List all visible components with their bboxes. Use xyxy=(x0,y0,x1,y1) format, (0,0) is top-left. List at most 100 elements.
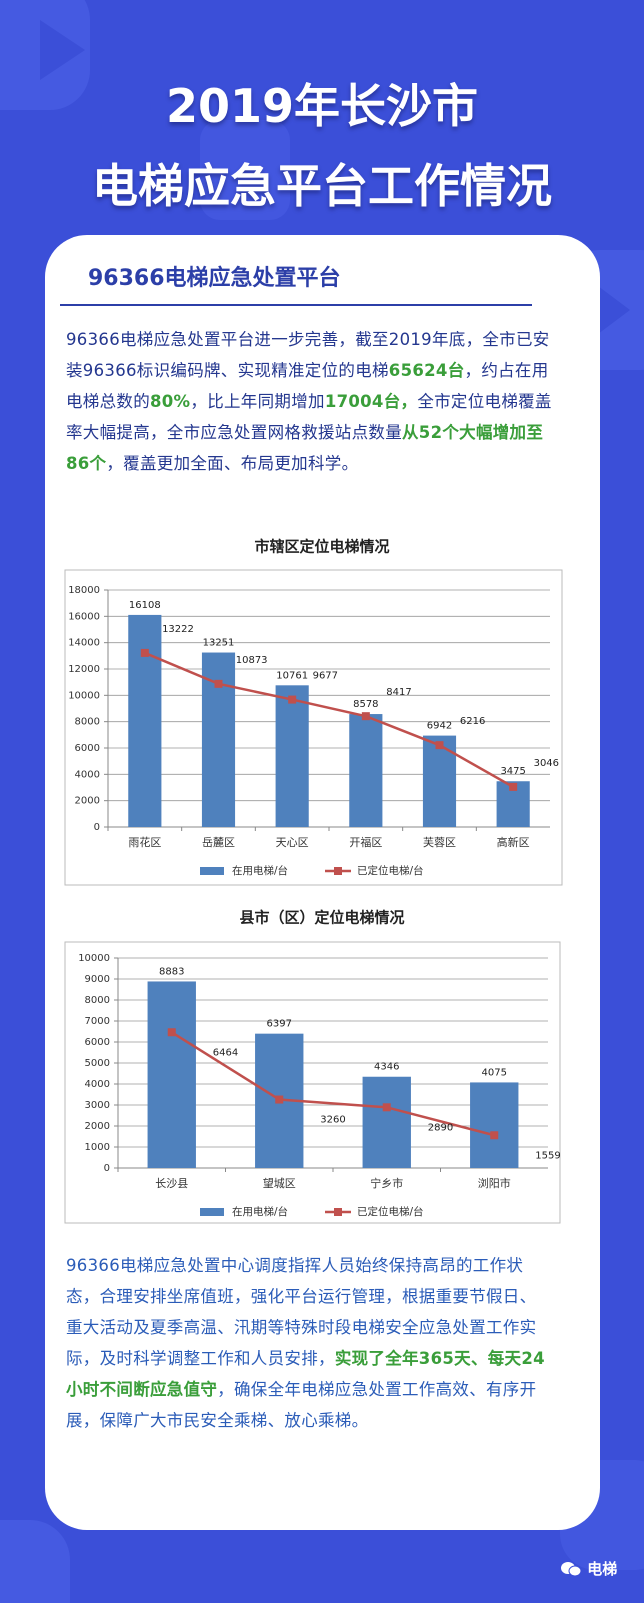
legend-label: 在用电梯/台 xyxy=(232,864,288,877)
y-tick-label: 18000 xyxy=(68,585,100,596)
data-label: 8417 xyxy=(386,687,411,698)
title-line: 2019年长沙市 xyxy=(165,79,479,133)
x-tick-label: 芙蓉区 xyxy=(423,835,456,849)
data-label: 3260 xyxy=(320,1115,345,1126)
y-tick-label: 9000 xyxy=(85,974,110,985)
legend-swatch xyxy=(200,1208,224,1216)
y-tick-label: 12000 xyxy=(68,664,100,675)
line-marker xyxy=(382,1103,391,1112)
data-label: 6942 xyxy=(427,721,452,732)
data-label: 9677 xyxy=(313,671,338,682)
x-tick-label: 开福区 xyxy=(349,835,382,849)
data-label: 10761 xyxy=(276,670,308,681)
y-tick-label: 1000 xyxy=(85,1142,110,1153)
data-label: 6397 xyxy=(267,1019,292,1030)
x-tick-label: 雨花区 xyxy=(128,836,161,849)
data-label: 13251 xyxy=(203,638,235,649)
y-tick-label: 4000 xyxy=(75,769,100,780)
bar xyxy=(470,1082,519,1168)
y-tick-label: 4000 xyxy=(85,1079,110,1090)
section-rule xyxy=(60,304,532,306)
chart-title: 县市（区）定位电梯情况 xyxy=(239,909,404,927)
line xyxy=(144,651,514,788)
bar xyxy=(422,735,457,827)
data-label: 4075 xyxy=(482,1067,507,1078)
line xyxy=(171,1031,495,1137)
data-label: 6216 xyxy=(460,716,485,727)
data-label: 10873 xyxy=(236,655,268,666)
y-tick-label: 2000 xyxy=(85,1121,110,1132)
highlight-text: 从52个大幅增加至86个 xyxy=(66,423,544,473)
chart-title: 市辖区定位电梯情况 xyxy=(254,538,389,556)
y-tick-label: 10000 xyxy=(78,953,110,964)
legend-label: 在用电梯/台 xyxy=(232,1205,288,1218)
y-tick-label: 3000 xyxy=(85,1100,110,1111)
bar xyxy=(275,685,309,827)
line-marker xyxy=(435,741,444,750)
data-label: 13222 xyxy=(162,624,194,635)
y-tick-label: 8000 xyxy=(75,717,100,728)
paragraph-text: 96366电梯应急处置中心调度指挥人员始终保持高昂的工作状态，合理安排坐席值班，… xyxy=(66,1256,537,1368)
paragraph: 96366电梯应急处置中心调度指挥人员始终保持高昂的工作状态，合理安排坐席值班，… xyxy=(66,1250,552,1436)
paragraph-text: ，覆盖更加全面、布局更加科学。 xyxy=(106,454,359,473)
line-marker xyxy=(288,695,297,704)
data-label: 3475 xyxy=(500,766,525,777)
footer-brand: 电梯 xyxy=(560,1558,617,1579)
bar xyxy=(362,1076,411,1168)
bar xyxy=(349,714,383,827)
line-marker xyxy=(167,1028,176,1037)
legend-swatch xyxy=(200,867,224,875)
data-label: 8883 xyxy=(159,966,184,977)
line-marker xyxy=(361,712,370,721)
line-marker xyxy=(275,1095,284,1104)
data-label: 16108 xyxy=(129,600,161,611)
x-tick-label: 高新区 xyxy=(497,835,530,849)
paragraph-text: ，确保全年电梯应急处置工作高效、有序开展，保障广大市民安全乘梯、放心乘梯。 xyxy=(66,1380,537,1430)
legend-label: 已定位电梯/台 xyxy=(357,864,424,877)
y-tick-label: 7000 xyxy=(85,1016,110,1027)
title-line: 电梯应急平台工作情况 xyxy=(92,159,552,213)
x-tick-label: 长沙县 xyxy=(155,1177,188,1190)
y-tick-label: 0 xyxy=(94,822,100,833)
line-marker xyxy=(490,1131,499,1140)
paragraph-text: ，约占在用电梯总数的 xyxy=(66,361,549,411)
data-label: 4346 xyxy=(374,1062,399,1073)
highlight-text: 实现了全年365天、每天24小时不间断应急值守 xyxy=(66,1349,545,1399)
line-marker xyxy=(214,679,223,688)
x-tick-label: 浏阳市 xyxy=(478,1176,511,1190)
x-tick-label: 岳麓区 xyxy=(202,836,235,849)
highlight-text: 65624台 xyxy=(388,361,465,380)
y-tick-label: 2000 xyxy=(75,796,100,807)
x-tick-label: 宁乡市 xyxy=(370,1176,403,1190)
line-marker xyxy=(509,782,518,791)
legend-label: 已定位电梯/台 xyxy=(357,1205,424,1218)
line-marker xyxy=(140,648,149,657)
paragraph-text: 全市定位电梯覆盖率大幅提高，全市应急处置网格救援站点数量 xyxy=(66,392,552,442)
y-tick-label: 16000 xyxy=(68,611,100,622)
data-label: 6464 xyxy=(213,1047,238,1058)
legend-swatch xyxy=(334,1208,342,1216)
y-tick-label: 10000 xyxy=(68,690,100,701)
bar xyxy=(147,981,196,1168)
data-label: 8578 xyxy=(353,699,378,710)
data-label: 2890 xyxy=(428,1122,453,1133)
y-tick-label: 6000 xyxy=(85,1037,110,1048)
paragraph-text: 96366电梯应急处置平台进一步完善，截至2019年底，全市已安装96366标识… xyxy=(66,330,550,380)
x-tick-label: 天心区 xyxy=(276,836,309,849)
y-tick-label: 8000 xyxy=(85,995,110,1006)
y-tick-label: 0 xyxy=(104,1163,110,1174)
highlight-text: 80% xyxy=(150,392,191,411)
highlight-text: 17004台， xyxy=(324,392,418,411)
wechat-icon xyxy=(561,1562,582,1577)
footer-text: 电梯 xyxy=(587,1560,618,1578)
x-tick-label: 望城区 xyxy=(263,1177,296,1190)
bar xyxy=(128,614,162,827)
legend-swatch xyxy=(334,867,342,875)
data-label: 3046 xyxy=(534,758,559,769)
y-tick-label: 5000 xyxy=(85,1058,110,1069)
data-label: 1559 xyxy=(535,1150,560,1161)
y-tick-label: 6000 xyxy=(75,743,100,754)
section-title: 96366电梯应急处置平台 xyxy=(88,266,341,291)
